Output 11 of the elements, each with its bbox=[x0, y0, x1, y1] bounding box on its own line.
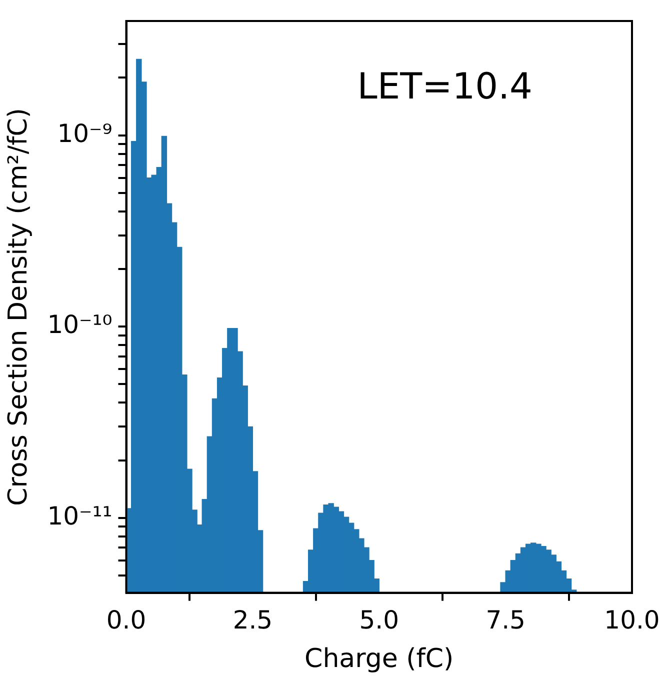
y-tick-label: 10⁻¹⁰ bbox=[47, 310, 112, 340]
x-axis-title: Charge (fC) bbox=[304, 644, 454, 674]
y-tick-label: 10⁻⁹ bbox=[57, 118, 112, 148]
x-tick-label: 5.0 bbox=[359, 605, 400, 634]
y-axis-title: Cross Section Density (cm²/fC) bbox=[3, 108, 34, 506]
x-tick-label: 7.5 bbox=[486, 605, 526, 634]
x-tick-label: 0.0 bbox=[106, 605, 146, 634]
x-tick-label: 2.5 bbox=[232, 605, 273, 634]
y-tick-label: 10⁻¹¹ bbox=[47, 501, 112, 530]
x-tick-label: 10.0 bbox=[604, 605, 660, 634]
annotation: LET=10.4 bbox=[357, 66, 532, 108]
